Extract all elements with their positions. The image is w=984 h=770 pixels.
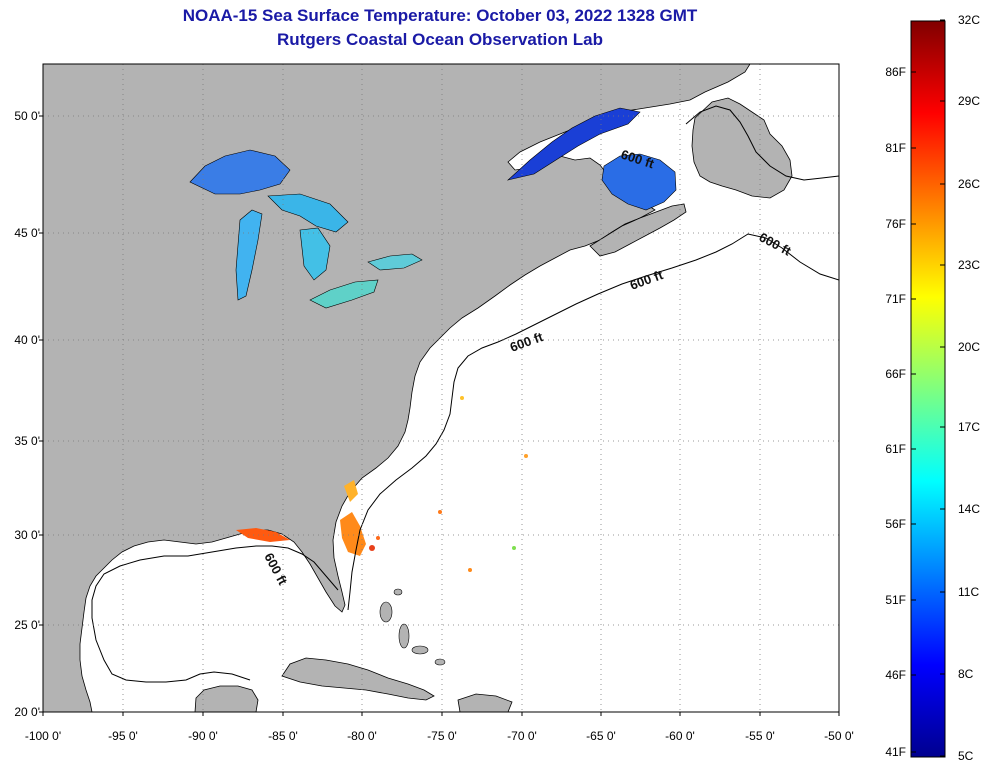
lat-tick-label: 45 0' [14, 226, 40, 240]
colorbar-c-label: 32C [958, 13, 980, 27]
colorbar-c-label: 23C [958, 258, 980, 272]
longitude-axis: -100 0' -95 0' -90 0' -85 0' -80 0' -75 0' -70… [25, 712, 854, 743]
colorbar-fahrenheit-labels: 86F 81F 76F 71F 66F 61F 56F 51F 46F 41F [885, 65, 916, 759]
lon-tick-label: -65 0' [586, 729, 616, 743]
lat-tick-label: 30 0' [14, 528, 40, 542]
map-title: NOAA-15 Sea Surface Temperature: October… [182, 6, 698, 25]
lon-tick-label: -75 0' [427, 729, 457, 743]
cuba-land [281, 657, 435, 701]
hispaniola-land [457, 693, 513, 712]
yucatan-land [194, 685, 259, 712]
lon-tick-label: -55 0' [745, 729, 775, 743]
colorbar-f-label: 51F [885, 593, 906, 607]
lon-tick-label: -95 0' [108, 729, 138, 743]
colorbar-f-label: 66F [885, 367, 906, 381]
colorbar-f-label: 61F [885, 442, 906, 456]
colorbar-c-label: 8C [958, 667, 974, 681]
lat-tick-label: 50 0' [14, 109, 40, 123]
colorbar-c-label: 5C [958, 749, 974, 763]
colorbar-f-label: 41F [885, 745, 906, 759]
latitude-axis: 50 0' 45 0' 40 0' 35 0' 30 0' 25 0' 20 0' [14, 109, 43, 719]
colorbar-c-label: 20C [958, 340, 980, 354]
depth-contour-600ft-north [685, 105, 839, 181]
lon-tick-label: -90 0' [188, 729, 218, 743]
colorbar-f-label: 46F [885, 668, 906, 682]
lon-tick-label: -70 0' [507, 729, 537, 743]
lon-tick-label: -85 0' [268, 729, 298, 743]
map-layers [43, 64, 839, 712]
lat-tick-label: 20 0' [14, 705, 40, 719]
newfoundland-land [691, 97, 793, 199]
lon-tick-label: -100 0' [25, 729, 61, 743]
colorbar-f-label: 76F [885, 217, 906, 231]
colorbar-f-label: 56F [885, 517, 906, 531]
lon-tick-label: -50 0' [824, 729, 854, 743]
lon-tick-label: -60 0' [665, 729, 695, 743]
colorbar-f-label: 86F [885, 65, 906, 79]
colorbar-f-label: 71F [885, 292, 906, 306]
colorbar-f-label: 81F [885, 141, 906, 155]
lat-tick-label: 35 0' [14, 434, 40, 448]
lon-tick-label: -80 0' [347, 729, 377, 743]
lat-tick-label: 40 0' [14, 333, 40, 347]
bahamas-islands [379, 588, 446, 666]
colorbar-c-label: 29C [958, 94, 980, 108]
depth-contour-600ft-gulf [91, 545, 339, 683]
colorbar-c-label: 17C [958, 420, 980, 434]
colorbar-c-label: 11C [958, 585, 979, 599]
temperature-colorbar [910, 20, 946, 758]
colorbar-c-label: 26C [958, 177, 980, 191]
map-subtitle: Rutgers Coastal Ocean Observation Lab [277, 30, 603, 49]
nova-scotia-land [589, 203, 687, 257]
lat-lon-grid [43, 64, 839, 712]
colorbar-c-label: 14C [958, 502, 980, 516]
colorbar-celsius-labels: 32C 29C 26C 23C 20C 17C 14C 11C 8C 5C [940, 13, 980, 763]
map-frame [42, 63, 840, 713]
lat-tick-label: 25 0' [14, 618, 40, 632]
st-lawrence-water [506, 107, 677, 211]
depth-contour-600ft [347, 233, 839, 611]
great-lakes [189, 149, 423, 309]
